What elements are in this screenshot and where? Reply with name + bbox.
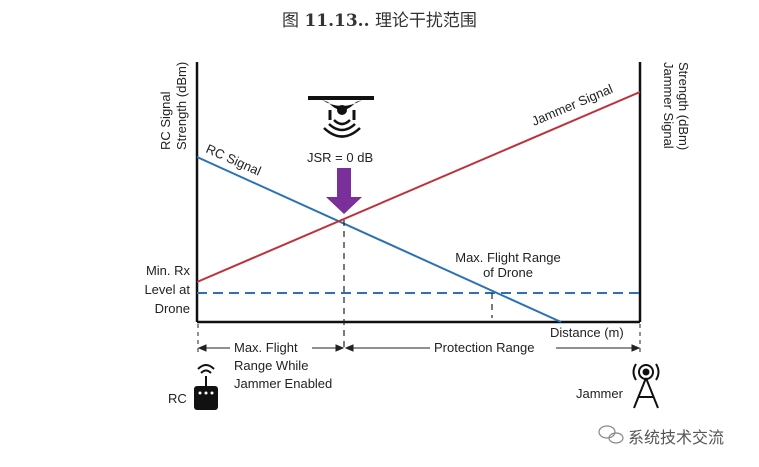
max-flight-label: Max. Flight Range While Jammer Enabled <box>234 340 332 391</box>
left-axis-label: RC SignalStrength (dBm) <box>158 62 189 150</box>
jammer-signal-line <box>196 91 641 283</box>
max-flight-arrow <box>197 344 345 352</box>
watermark: 系统技术交流 <box>628 428 725 447</box>
jsr-arrow <box>326 168 362 214</box>
protection-range-arrow <box>344 344 641 352</box>
x-axis-label: Distance (m) <box>550 325 624 340</box>
jammer-tower-icon <box>632 363 660 409</box>
max-range-label: Max. Flight Range of Drone <box>455 250 561 280</box>
wechat-icon <box>598 425 624 444</box>
jammer-label: Jammer <box>576 386 624 401</box>
protection-range-label: Protection Range <box>434 340 534 355</box>
rc-label: RC <box>168 391 187 406</box>
drone-icon <box>308 96 374 138</box>
min-rx-label: Min. Rx Level at Drone <box>144 263 190 316</box>
figure-title: 图 11.13.. 理论干扰范围 <box>282 11 477 31</box>
rc-signal-line <box>196 156 562 323</box>
right-axis-label: Jammer SignalStrength (dBm) <box>661 62 691 150</box>
jsr-label: JSR = 0 dB <box>307 150 373 165</box>
rc-remote-icon <box>194 364 218 410</box>
